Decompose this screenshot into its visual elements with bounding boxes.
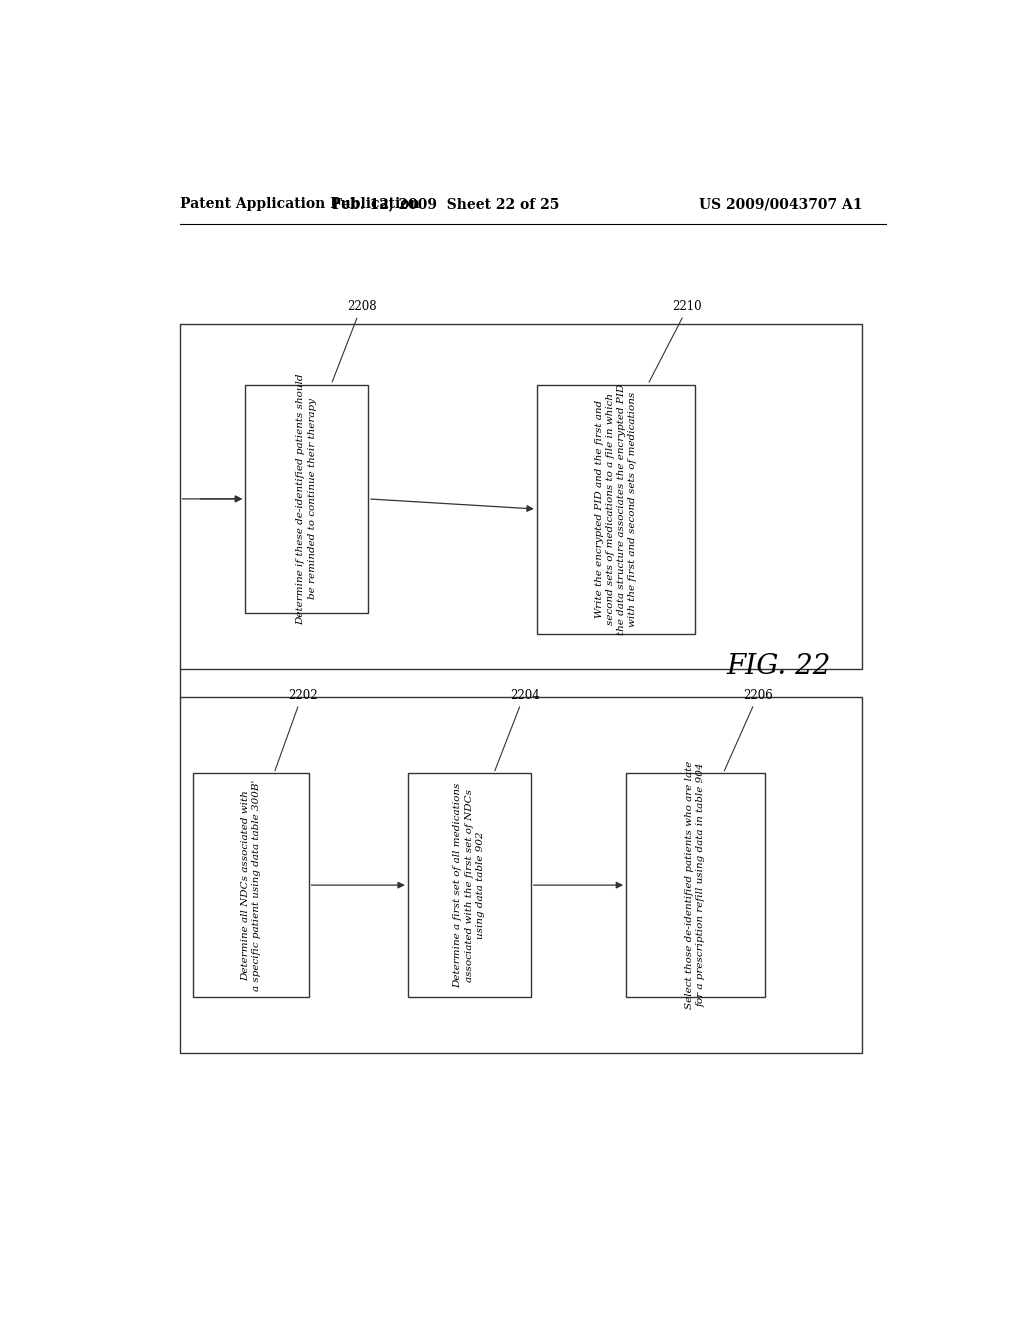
- Text: Feb. 12, 2009  Sheet 22 of 25: Feb. 12, 2009 Sheet 22 of 25: [332, 197, 559, 211]
- Text: Patent Application Publication: Patent Application Publication: [179, 197, 419, 211]
- Text: 2208: 2208: [347, 301, 377, 313]
- Text: US 2009/0043707 A1: US 2009/0043707 A1: [699, 197, 863, 211]
- Text: Write the encrypted PID and the first and
second sets of medications to a file i: Write the encrypted PID and the first an…: [595, 383, 637, 635]
- Bar: [408, 774, 530, 997]
- Text: 2210: 2210: [673, 301, 702, 313]
- Text: Determine a first set of all medications
associated with the first set of NDCs
u: Determine a first set of all medications…: [454, 783, 484, 987]
- Text: Determine if these de-identified patients should
be reminded to continue their t: Determine if these de-identified patient…: [297, 374, 316, 624]
- Text: 2204: 2204: [510, 689, 540, 702]
- Text: Select those de-identified patients who are late
for a prescription refill using: Select those de-identified patients who …: [685, 760, 706, 1010]
- Bar: [179, 697, 862, 1053]
- Text: 2206: 2206: [743, 689, 773, 702]
- Bar: [194, 774, 308, 997]
- Bar: [626, 774, 765, 997]
- Bar: [537, 384, 695, 634]
- Bar: [245, 384, 368, 614]
- Bar: [179, 323, 862, 669]
- Text: FIG. 22: FIG. 22: [727, 653, 830, 680]
- Text: Determine all NDCs associated with
a specific patient using data table 300B': Determine all NDCs associated with a spe…: [241, 779, 261, 991]
- Text: 2202: 2202: [288, 689, 317, 702]
